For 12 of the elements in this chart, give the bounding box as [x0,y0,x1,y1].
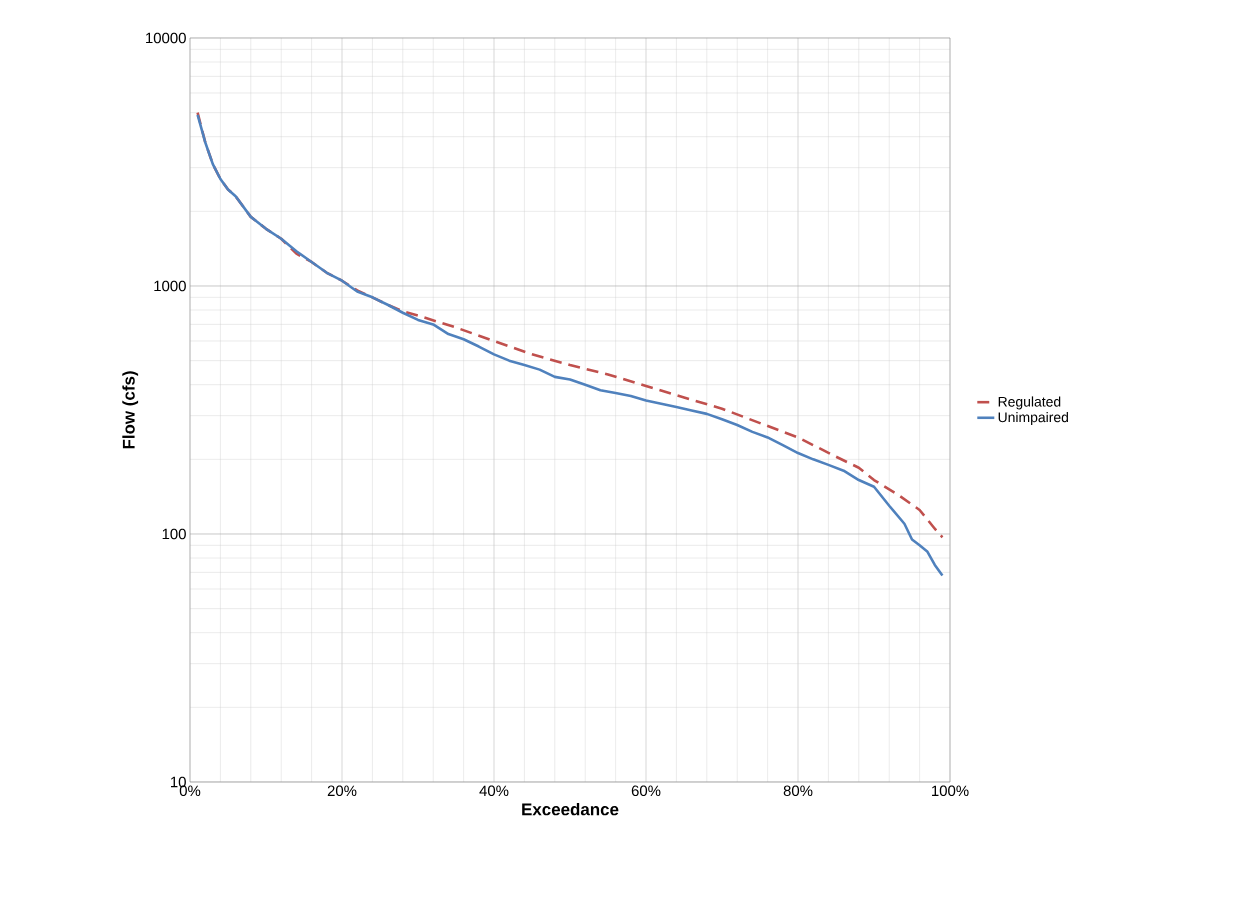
x-axis-title: Exceedance [522,802,619,816]
legend-label: Unimpaired [998,411,1068,425]
y-tick-label: 10000 [146,32,186,44]
y-axis-title: Flow (cfs) [122,371,139,449]
x-tick-label: 80% [783,785,813,797]
x-tick-label: 100% [932,785,969,797]
y-tick-label: 100 [162,528,186,540]
x-tick-label: 20% [327,785,357,797]
x-tick-label: 40% [479,785,509,797]
y-tick-label: 1000 [154,280,186,292]
x-tick-label: 60% [631,785,661,797]
legend-label: Regulated [998,396,1061,410]
